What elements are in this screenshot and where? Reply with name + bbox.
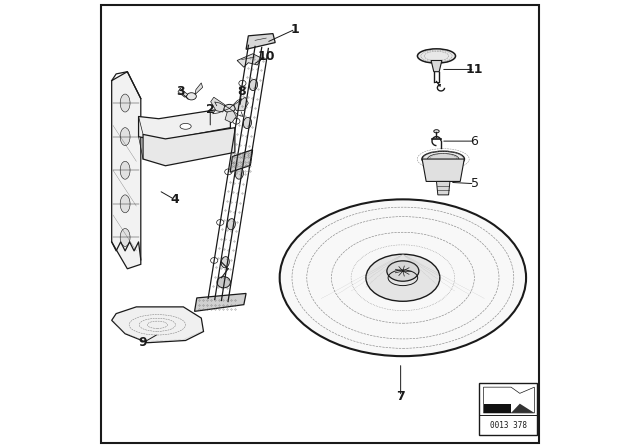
Text: 3: 3 (176, 85, 184, 99)
Polygon shape (112, 307, 204, 343)
Ellipse shape (227, 219, 236, 230)
Polygon shape (230, 150, 253, 172)
Text: 8: 8 (237, 85, 246, 99)
Text: 11: 11 (466, 63, 483, 76)
Polygon shape (234, 97, 248, 111)
Polygon shape (211, 97, 225, 112)
Ellipse shape (417, 49, 456, 63)
Polygon shape (195, 293, 246, 311)
Text: 5: 5 (470, 177, 479, 190)
Ellipse shape (239, 80, 246, 86)
Ellipse shape (233, 118, 240, 124)
Ellipse shape (428, 153, 459, 165)
Ellipse shape (221, 257, 229, 268)
Text: 9: 9 (139, 336, 147, 349)
Ellipse shape (243, 117, 252, 129)
Ellipse shape (120, 161, 130, 179)
Ellipse shape (387, 261, 419, 281)
Ellipse shape (120, 94, 130, 112)
Text: 1: 1 (291, 22, 300, 36)
Text: 4: 4 (170, 193, 179, 206)
Polygon shape (225, 111, 236, 123)
Polygon shape (143, 128, 235, 166)
Text: 6: 6 (470, 134, 479, 148)
Text: 7: 7 (396, 390, 405, 403)
Ellipse shape (211, 258, 218, 263)
Polygon shape (436, 181, 450, 195)
Bar (479, 383, 538, 435)
Ellipse shape (120, 128, 130, 146)
Text: 0013 378: 0013 378 (490, 421, 527, 430)
Polygon shape (484, 387, 534, 413)
Ellipse shape (217, 220, 224, 225)
Ellipse shape (186, 93, 196, 100)
Ellipse shape (120, 195, 130, 213)
Polygon shape (511, 404, 534, 413)
Ellipse shape (280, 199, 526, 356)
Text: 2: 2 (206, 103, 214, 116)
Ellipse shape (434, 130, 439, 133)
Polygon shape (139, 108, 230, 141)
Polygon shape (422, 159, 464, 181)
Polygon shape (246, 34, 275, 49)
Ellipse shape (366, 254, 440, 302)
Ellipse shape (225, 169, 232, 175)
Polygon shape (237, 54, 262, 67)
Ellipse shape (236, 168, 243, 179)
Ellipse shape (180, 124, 191, 129)
Ellipse shape (422, 151, 465, 167)
Ellipse shape (250, 79, 257, 90)
Polygon shape (112, 72, 141, 269)
Text: 10: 10 (257, 49, 275, 63)
Ellipse shape (217, 277, 230, 288)
Polygon shape (431, 60, 442, 72)
Ellipse shape (120, 228, 130, 246)
Polygon shape (484, 404, 511, 413)
Polygon shape (178, 88, 188, 97)
Ellipse shape (224, 104, 235, 112)
Polygon shape (195, 83, 203, 95)
